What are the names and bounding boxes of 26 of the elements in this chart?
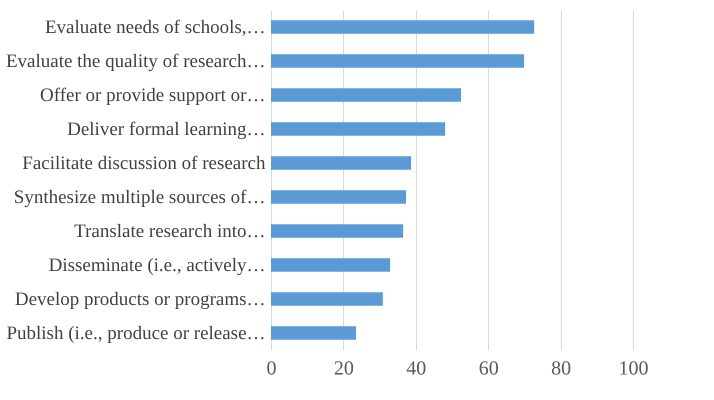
y-tick-label: Offer or provide support or… xyxy=(40,85,266,106)
y-tick-label: Disseminate (i.e., actively… xyxy=(48,255,266,276)
y-tick-label: Translate research into… xyxy=(74,221,266,242)
x-tick-label: 40 xyxy=(406,358,426,380)
y-tick-label: Develop products or programs… xyxy=(14,289,266,310)
bar xyxy=(271,326,356,340)
bar xyxy=(271,20,534,34)
bar xyxy=(271,54,524,68)
x-tick-label: 20 xyxy=(334,358,354,380)
bar xyxy=(271,88,462,102)
y-tick-label: Evaluate needs of schools,… xyxy=(44,17,266,38)
x-tick-label: 100 xyxy=(618,358,648,380)
bar xyxy=(271,292,383,306)
y-tick-label: Evaluate the quality of research… xyxy=(6,51,266,72)
x-tick-label: 0 xyxy=(266,358,276,380)
x-tick-label: 80 xyxy=(551,358,572,380)
y-tick-label: Publish (i.e., produce or release… xyxy=(6,323,266,344)
x-tick-label: 60 xyxy=(478,358,499,380)
y-tick-label: Synthesize multiple sources of… xyxy=(14,187,266,208)
y-tick-label: Facilitate discussion of research xyxy=(22,153,266,174)
bar xyxy=(271,122,446,136)
bar xyxy=(271,190,406,204)
y-tick-label: Deliver formal learning… xyxy=(67,119,266,140)
bar xyxy=(271,258,390,272)
bar xyxy=(271,156,412,170)
bar xyxy=(271,224,404,238)
